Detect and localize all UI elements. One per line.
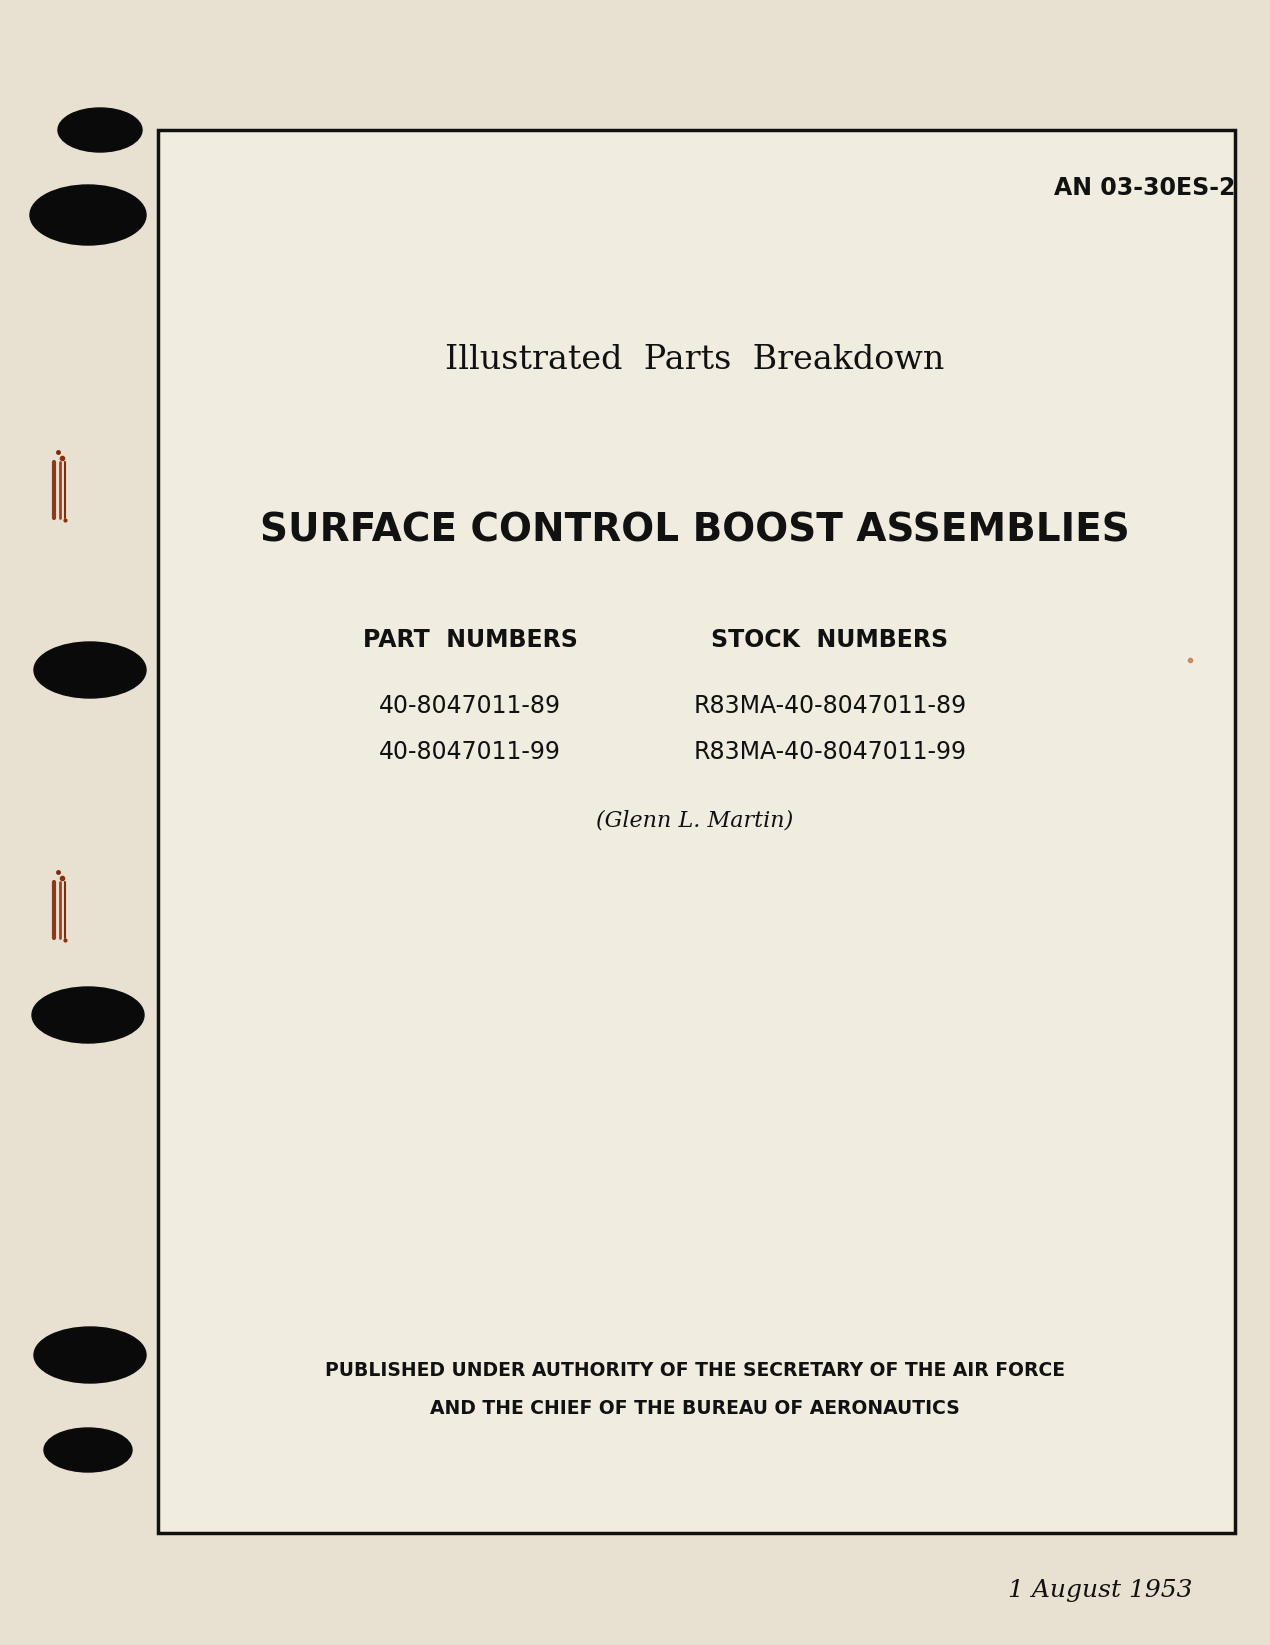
Ellipse shape	[34, 642, 146, 697]
Text: SURFACE CONTROL BOOST ASSEMBLIES: SURFACE CONTROL BOOST ASSEMBLIES	[260, 512, 1130, 549]
Ellipse shape	[58, 109, 142, 151]
Text: R83MA-40-8047011-89: R83MA-40-8047011-89	[693, 694, 966, 717]
Ellipse shape	[34, 1328, 146, 1383]
Text: 40-8047011-99: 40-8047011-99	[378, 740, 561, 763]
Text: PUBLISHED UNDER AUTHORITY OF THE SECRETARY OF THE AIR FORCE: PUBLISHED UNDER AUTHORITY OF THE SECRETA…	[325, 1360, 1066, 1380]
Text: PART  NUMBERS: PART NUMBERS	[362, 628, 578, 651]
Text: AND THE CHIEF OF THE BUREAU OF AERONAUTICS: AND THE CHIEF OF THE BUREAU OF AERONAUTI…	[431, 1398, 960, 1418]
Text: AN 03-30ES-2: AN 03-30ES-2	[1054, 176, 1236, 201]
Text: (Glenn L. Martin): (Glenn L. Martin)	[597, 809, 794, 831]
Text: Illustrated  Parts  Breakdown: Illustrated Parts Breakdown	[446, 344, 945, 377]
Text: 1 August 1953: 1 August 1953	[1008, 1579, 1193, 1602]
Ellipse shape	[30, 184, 146, 245]
Ellipse shape	[44, 1428, 132, 1472]
Ellipse shape	[32, 987, 144, 1043]
Bar	[157, 130, 1234, 1533]
Text: 40-8047011-89: 40-8047011-89	[378, 694, 561, 717]
Text: R83MA-40-8047011-99: R83MA-40-8047011-99	[693, 740, 966, 763]
Text: STOCK  NUMBERS: STOCK NUMBERS	[711, 628, 949, 651]
